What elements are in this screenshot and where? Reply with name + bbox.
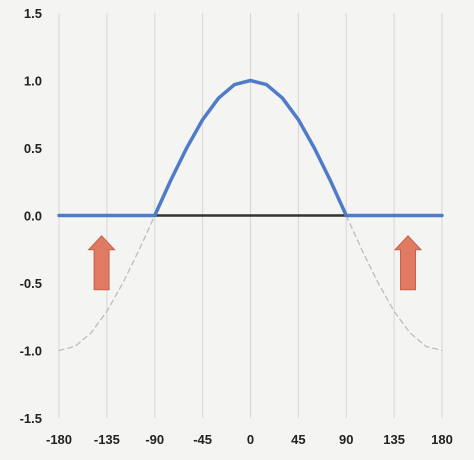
y-tick-label: 1.5 — [24, 6, 42, 21]
y-tick-label: 0.5 — [24, 141, 42, 156]
x-tick-label: 135 — [383, 432, 405, 447]
x-tick-label: -180 — [46, 432, 72, 447]
y-tick-label: 1.0 — [24, 74, 42, 89]
y-tick-label: 0.0 — [24, 209, 42, 224]
series-dashed-line — [345, 214, 443, 352]
up-arrow-icon — [87, 235, 116, 291]
up-arrow-icon — [393, 235, 423, 291]
y-tick-label: -1.5 — [20, 411, 42, 426]
x-tick-label: 90 — [339, 432, 353, 447]
x-tick-label: 180 — [431, 432, 453, 447]
x-tick-label: 0 — [247, 432, 254, 447]
x-tick-label: 45 — [291, 432, 305, 447]
x-tick-label: -45 — [193, 432, 212, 447]
series-dashed-line — [58, 214, 156, 352]
y-tick-label: -0.5 — [20, 276, 42, 291]
x-tick-label: -90 — [145, 432, 164, 447]
series-main-line — [57, 78, 444, 218]
y-tick-label: -1.0 — [20, 344, 42, 359]
x-tick-label: -135 — [94, 432, 120, 447]
